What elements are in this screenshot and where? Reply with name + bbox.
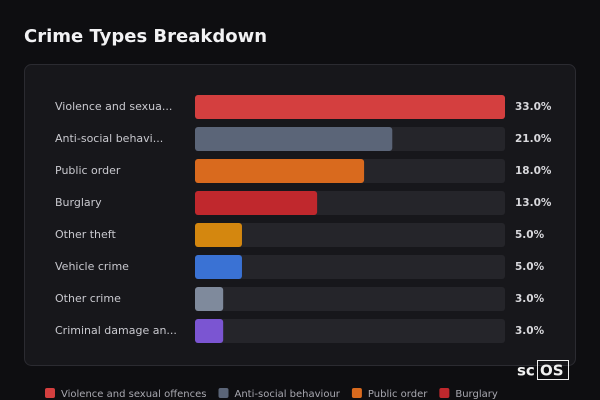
bar (195, 287, 224, 311)
category-label: Vehicle crime (55, 260, 129, 273)
bar-track (195, 223, 505, 247)
logo: sc OS (517, 360, 569, 380)
chart-title: Crime Types Breakdown (24, 26, 267, 47)
value-label: 5.0% (515, 229, 545, 241)
legend-label: Burglary (455, 389, 497, 400)
logo-prefix: sc (517, 362, 535, 380)
category-label: Burglary (55, 196, 102, 209)
legend-swatch (351, 388, 362, 398)
category-label: Other theft (55, 228, 116, 241)
bar-track (195, 255, 505, 279)
legend-swatch (45, 388, 55, 398)
bar (195, 255, 242, 279)
value-label: 18.0% (515, 165, 552, 177)
category-label: Other crime (55, 292, 121, 305)
value-label: 33.0% (515, 101, 552, 113)
value-label: 3.0% (515, 293, 545, 305)
legend-swatch (439, 388, 450, 398)
bar (195, 127, 393, 151)
legend-swatch (218, 388, 229, 398)
bar (195, 159, 365, 183)
bar (195, 191, 318, 215)
logo-box (537, 360, 569, 380)
value-label: 3.0% (515, 325, 545, 337)
legend-label: Anti-social behaviour (235, 389, 341, 400)
value-label: 13.0% (515, 197, 552, 209)
category-label: Violence and sexua... (55, 100, 172, 113)
value-label: 5.0% (515, 261, 545, 273)
bar-track (195, 287, 505, 311)
value-label: 21.0% (515, 133, 552, 145)
bar-track (195, 319, 505, 343)
logo-boxed: OS (540, 362, 564, 380)
category-label: Anti-social behavi... (55, 132, 163, 145)
legend-label: Violence and sexual offences (61, 389, 207, 400)
bar (195, 95, 505, 119)
bar (195, 223, 242, 247)
bar (195, 319, 224, 343)
category-label: Criminal damage an... (55, 324, 177, 337)
legend-label: Public order (368, 389, 428, 400)
category-label: Public order (55, 164, 121, 177)
